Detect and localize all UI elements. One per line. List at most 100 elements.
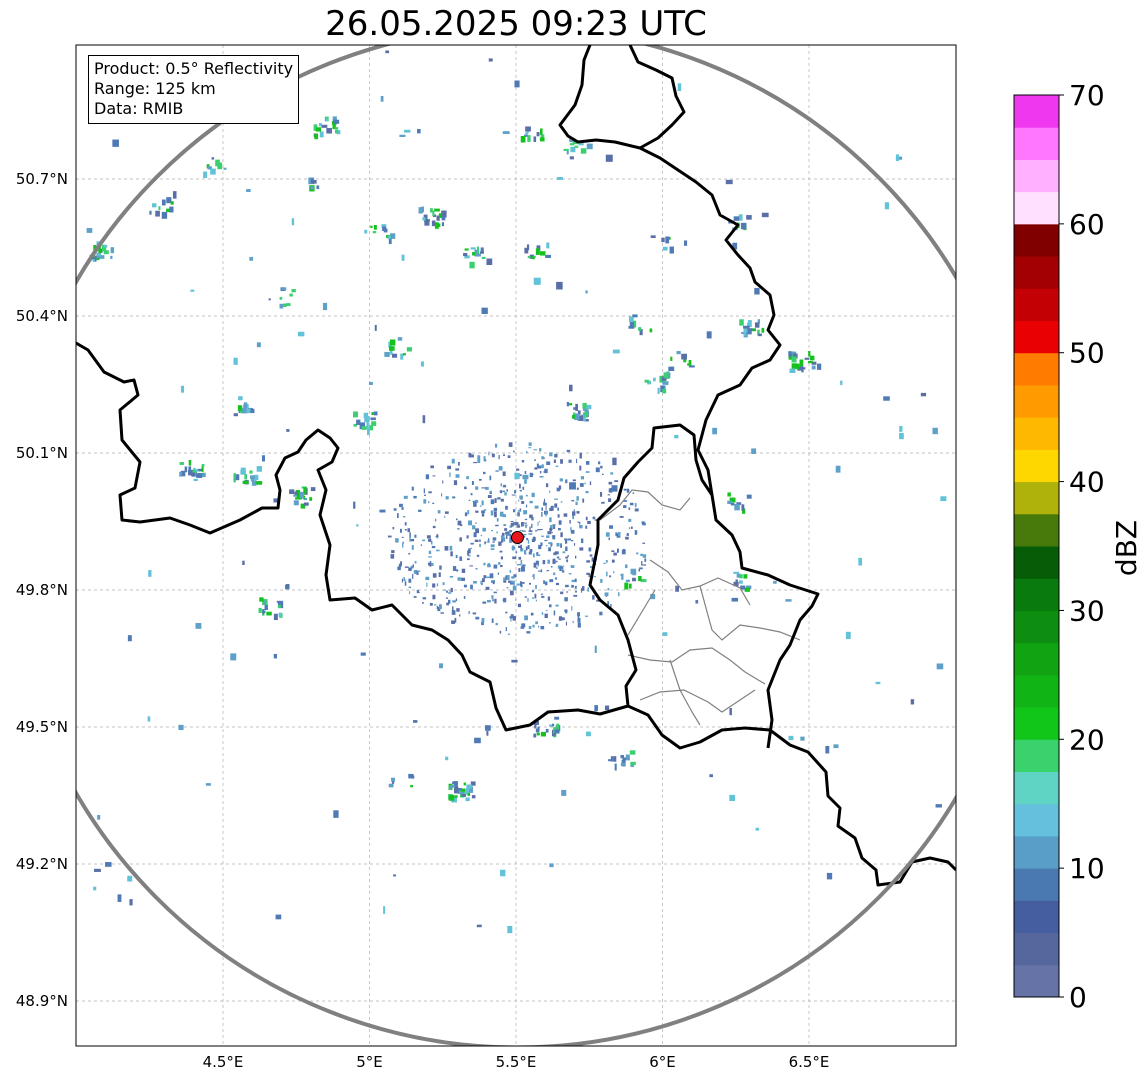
echo-pixel	[459, 537, 462, 542]
echo-pixel	[552, 535, 556, 540]
echo-pixel	[390, 554, 395, 559]
echo-pixel	[540, 542, 543, 547]
echo-pixel	[520, 548, 524, 552]
echo-pixel	[316, 185, 320, 190]
echo-pixel	[736, 502, 742, 505]
echo-pixel	[470, 584, 473, 590]
echo-pixel	[482, 527, 486, 532]
echo-pixel	[549, 527, 553, 532]
echo-pixel	[461, 577, 466, 581]
echo-pixel	[534, 459, 536, 462]
echo-pixel	[555, 560, 558, 563]
echo-pixel	[481, 256, 486, 260]
echo-pixel	[464, 512, 468, 517]
echo-pixel	[310, 186, 315, 190]
echo-pixel	[403, 579, 406, 581]
echo-pixel	[757, 319, 760, 324]
echo-pixel	[388, 783, 394, 788]
echo-pixel	[552, 558, 556, 560]
echo-pixel	[586, 560, 591, 563]
lat-tick-label: 49.5°N	[16, 718, 68, 736]
echo-pixel	[545, 610, 548, 612]
echo-pixel	[259, 597, 264, 602]
echo-pixel	[573, 407, 576, 410]
colorbar-cell	[1014, 256, 1059, 289]
echo-pixel	[249, 256, 254, 261]
echo-pixel	[502, 471, 506, 477]
echo-pixel	[447, 465, 452, 470]
echo-pixel	[520, 544, 522, 550]
echo-pixel	[428, 550, 432, 555]
echo-pixel	[524, 524, 528, 527]
echo-pixel	[541, 512, 543, 517]
echo-pixel	[540, 528, 543, 530]
echo-pixel	[484, 541, 487, 543]
echo-pixel	[604, 705, 610, 711]
echo-pixel	[577, 415, 584, 421]
echo-pixel	[808, 360, 813, 364]
echo-pixel	[573, 509, 575, 512]
echo-pixel	[285, 584, 290, 590]
echo-pixel	[506, 489, 508, 492]
echo-pixel	[463, 584, 467, 588]
echo-pixel	[504, 528, 508, 531]
echo-pixel	[630, 761, 636, 766]
echo-pixel	[504, 492, 507, 496]
echo-pixel	[509, 538, 513, 543]
echo-pixel	[309, 497, 313, 501]
echo-pixel	[545, 505, 547, 511]
echo-pixel	[403, 577, 405, 582]
echo-pixel	[523, 533, 527, 536]
echo-pixel	[739, 574, 743, 579]
echo-pixel	[93, 245, 97, 252]
echo-pixel	[549, 863, 554, 868]
echo-pixel	[256, 466, 262, 472]
echo-pixel	[610, 604, 612, 609]
echo-pixel	[512, 585, 517, 591]
echo-pixel	[801, 367, 806, 370]
echo-pixel	[497, 497, 501, 500]
echo-pixel	[473, 501, 475, 504]
echo-pixel	[586, 404, 592, 410]
echo-pixel	[511, 576, 515, 579]
echo-pixel	[513, 574, 517, 578]
echo-pixel	[675, 585, 679, 592]
echo-pixel	[524, 596, 527, 598]
echo-pixel	[628, 518, 632, 522]
echo-pixel	[387, 535, 392, 538]
echo-pixel	[594, 705, 598, 712]
echo-pixel	[505, 531, 509, 535]
echo-pixel	[570, 529, 575, 534]
echo-pixel	[565, 556, 569, 559]
echo-pixel	[448, 795, 455, 801]
colorbar-cell	[1014, 739, 1059, 772]
echo-pixel	[508, 580, 513, 583]
echo-pixel	[383, 906, 386, 914]
echo-pixel	[569, 520, 571, 524]
echo-pixel	[516, 563, 521, 566]
lon-tick-label: 4.5°E	[203, 1053, 244, 1071]
echo-pixel	[469, 565, 474, 567]
echo-pixel	[731, 597, 739, 602]
echo-pixel	[556, 723, 560, 730]
echo-pixel	[180, 385, 185, 393]
echo-pixel	[574, 413, 580, 421]
echo-pixel	[110, 255, 113, 259]
echo-pixel	[481, 510, 486, 514]
colorbar-cell	[1014, 642, 1059, 676]
echo-pixel	[180, 470, 186, 477]
echo-pixel	[528, 533, 533, 535]
echo-pixel	[400, 353, 404, 360]
echo-pixel	[577, 410, 581, 415]
echo-pixel	[601, 473, 604, 476]
echo-pixel	[506, 587, 509, 589]
echo-pixel	[549, 517, 552, 523]
echo-pixel	[727, 500, 733, 504]
echo-pixel	[570, 539, 574, 542]
echo-pixel	[540, 731, 546, 737]
echo-pixel	[467, 510, 470, 515]
echo-pixel	[474, 499, 477, 504]
colorbar-tick-label: 40	[1069, 466, 1105, 499]
echo-pixel	[535, 585, 537, 589]
echo-pixel	[431, 545, 436, 549]
